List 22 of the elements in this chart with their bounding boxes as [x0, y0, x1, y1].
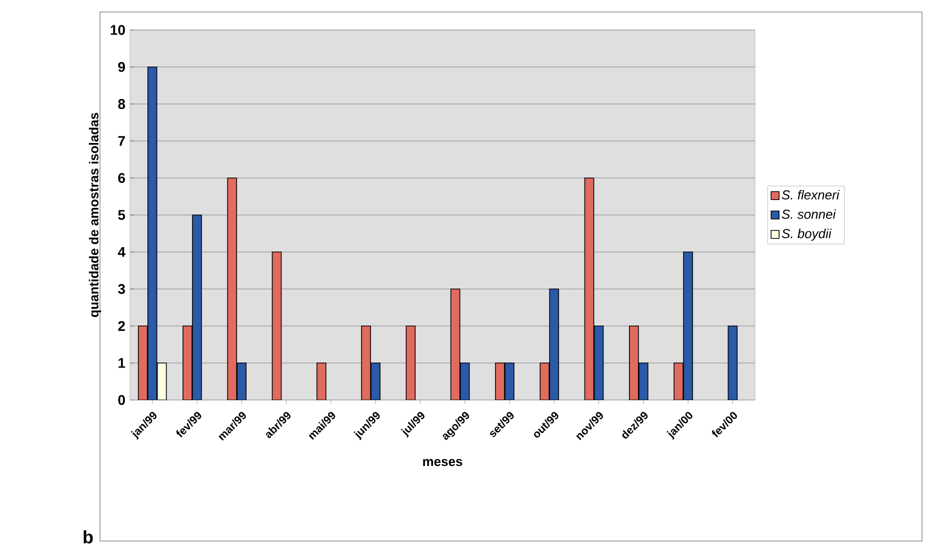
- y-tick-label: 10: [110, 25, 125, 35]
- text: b: [84, 530, 93, 544]
- x-axis-title: meses: [423, 458, 462, 466]
- legend-label: S. boydii: [782, 228, 832, 241]
- bar: [138, 326, 148, 400]
- bar: [272, 252, 282, 400]
- y-tick-label: 8: [118, 99, 126, 109]
- y-tick-label: 9: [118, 62, 125, 72]
- y-tick-label: 7: [118, 136, 125, 146]
- y-tick-label: 5: [118, 210, 126, 220]
- y-tick-label: 6: [118, 173, 125, 183]
- y-tick-label: 3: [118, 284, 125, 294]
- legend-label: S. flexneri: [782, 190, 840, 200]
- bar: [406, 326, 416, 400]
- y-tick-label: 1: [118, 358, 126, 368]
- legend-label: S. sonnei: [782, 209, 836, 219]
- y-axis-title: quantidade de amostras isoladas: [88, 112, 102, 318]
- y-tick-label: 0: [118, 395, 125, 405]
- y-tick-label: 4: [118, 247, 126, 257]
- bar: [584, 178, 594, 400]
- y-tick-label: 2: [118, 321, 125, 331]
- bar: [450, 288, 460, 400]
